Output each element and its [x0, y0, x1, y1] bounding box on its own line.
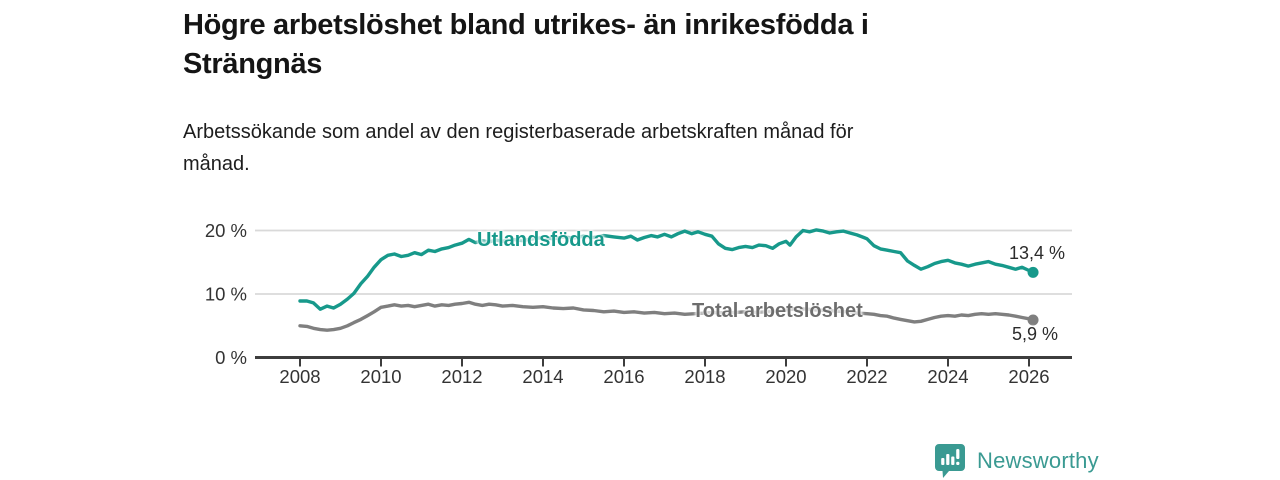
chart-subtitle: Arbetssökande som andel av den registerb… [183, 116, 1043, 180]
x-tick-label: 2010 [360, 366, 401, 387]
x-tick-label: 2008 [279, 366, 320, 387]
series-end-dot-total-arbetsloshet [1027, 314, 1039, 326]
chart-subtitle-line2: månad. [183, 153, 250, 175]
chart-title-line1: Högre arbetslöshet bland utrikes- än inr… [183, 9, 869, 41]
x-tick-label: 2014 [522, 366, 563, 387]
series-label-total-arbetsloshet: Total arbetslöshet [692, 300, 863, 322]
series-line-utlandsfodda [298, 228, 1035, 311]
y-tick-label: 0 % [215, 347, 247, 368]
y-tick-label: 10 % [205, 284, 247, 305]
x-tick-label: 2016 [603, 366, 644, 387]
end-value-label-utlandsfodda: 13,4 % [1009, 243, 1066, 263]
x-tick-label: 2012 [441, 366, 482, 387]
chart-title: Högre arbetslöshet bland utrikes- än inr… [183, 6, 1103, 84]
chart-title-line2: Strängnäs [183, 48, 323, 80]
x-tick-label: 2018 [684, 366, 725, 387]
series-end-dot-utlandsfodda [1027, 266, 1039, 278]
x-tick-label: 2022 [846, 366, 887, 387]
end-value-label-total: 5,9 % [1012, 324, 1059, 344]
series-line-total-arbetsloshet [298, 300, 1035, 332]
newsworthy-logo: Newsworthy [934, 443, 1099, 479]
y-tick-label: 20 % [205, 220, 247, 241]
bar-chart-speech-bubble-icon [935, 444, 965, 478]
chart-subtitle-line1: Arbetssökande som andel av den registerb… [183, 121, 854, 143]
series-label-utlandsfodda: Utlandsfödda [477, 229, 605, 251]
newsworthy-wordmark: Newsworthy [977, 448, 1099, 473]
x-tick-label: 2024 [927, 366, 968, 387]
x-tick-label: 2026 [1008, 366, 1049, 387]
x-tick-label: 2020 [765, 366, 806, 387]
